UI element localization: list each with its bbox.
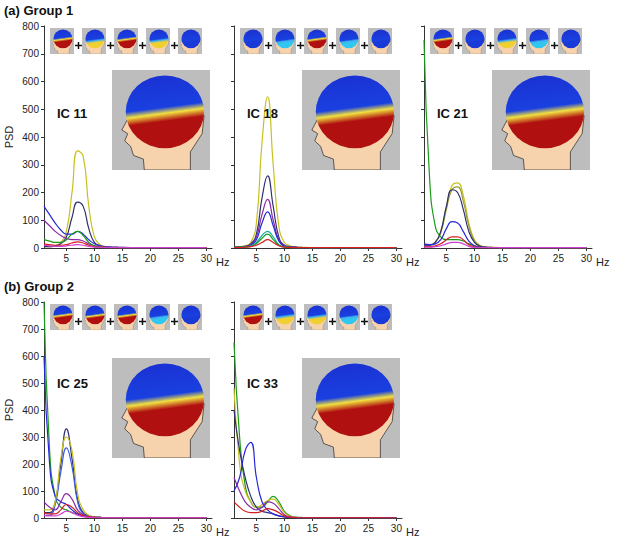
svg-text:400: 400 — [22, 132, 39, 143]
svg-text:20: 20 — [335, 253, 347, 264]
svg-text:IC 25: IC 25 — [57, 376, 88, 391]
svg-text:200: 200 — [22, 187, 39, 198]
svg-text:0: 0 — [33, 513, 39, 524]
svg-text:15: 15 — [117, 523, 129, 534]
svg-text:5: 5 — [254, 253, 260, 264]
svg-text:20: 20 — [335, 523, 347, 534]
svg-text:500: 500 — [22, 378, 39, 389]
svg-text:10: 10 — [279, 253, 291, 264]
svg-text:25: 25 — [553, 253, 565, 264]
svg-text:20: 20 — [145, 523, 157, 534]
svg-text:100: 100 — [22, 486, 39, 497]
svg-text:600: 600 — [22, 76, 39, 87]
svg-text:200: 200 — [22, 459, 39, 470]
svg-text:400: 400 — [22, 405, 39, 416]
svg-text:700: 700 — [22, 48, 39, 59]
svg-text:30: 30 — [581, 253, 593, 264]
svg-text:30: 30 — [391, 523, 403, 534]
svg-text:IC 18: IC 18 — [247, 106, 278, 121]
svg-text:10: 10 — [89, 523, 101, 534]
svg-text:30: 30 — [391, 253, 403, 264]
svg-text:25: 25 — [173, 523, 185, 534]
svg-text:20: 20 — [145, 253, 157, 264]
svg-text:30: 30 — [201, 253, 213, 264]
svg-text:5: 5 — [254, 523, 260, 534]
svg-text:20: 20 — [525, 253, 537, 264]
svg-text:(b) Group 2: (b) Group 2 — [4, 279, 74, 294]
svg-text:300: 300 — [22, 159, 39, 170]
svg-text:25: 25 — [363, 253, 375, 264]
svg-text:15: 15 — [307, 523, 319, 534]
svg-text:PSD: PSD — [3, 126, 15, 149]
svg-text:10: 10 — [89, 253, 101, 264]
svg-text:15: 15 — [117, 253, 129, 264]
svg-text:800: 800 — [22, 21, 39, 32]
svg-text:IC 11: IC 11 — [57, 106, 87, 121]
svg-text:0: 0 — [33, 243, 39, 254]
svg-text:PSD: PSD — [3, 399, 15, 422]
svg-text:Hz: Hz — [216, 526, 229, 538]
svg-text:25: 25 — [173, 253, 185, 264]
svg-text:800: 800 — [22, 297, 39, 308]
svg-text:15: 15 — [497, 253, 509, 264]
svg-text:10: 10 — [279, 523, 291, 534]
svg-text:(a) Group 1: (a) Group 1 — [4, 3, 73, 18]
svg-text:500: 500 — [22, 104, 39, 115]
svg-text:IC 33: IC 33 — [247, 376, 278, 391]
svg-text:100: 100 — [22, 215, 39, 226]
svg-text:700: 700 — [22, 324, 39, 335]
svg-text:15: 15 — [307, 253, 319, 264]
svg-text:30: 30 — [201, 523, 213, 534]
svg-text:5: 5 — [444, 253, 450, 264]
svg-text:Hz: Hz — [406, 256, 419, 268]
svg-text:600: 600 — [22, 351, 39, 362]
svg-text:Hz: Hz — [216, 256, 229, 268]
svg-text:10: 10 — [469, 253, 481, 264]
svg-text:Hz: Hz — [596, 256, 609, 268]
svg-text:25: 25 — [363, 523, 375, 534]
svg-text:5: 5 — [64, 253, 70, 264]
svg-text:Hz: Hz — [406, 526, 419, 538]
svg-text:IC 21: IC 21 — [437, 106, 468, 121]
svg-text:300: 300 — [22, 432, 39, 443]
svg-text:5: 5 — [64, 523, 70, 534]
